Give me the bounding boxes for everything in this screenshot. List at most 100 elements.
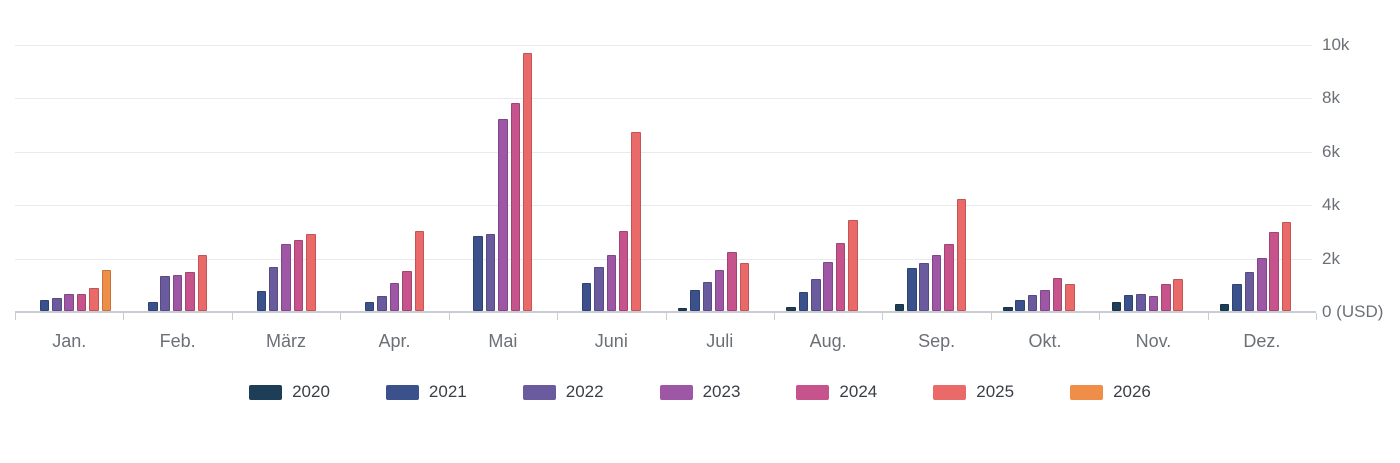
- bar-2024-okt[interactable]: [1052, 277, 1063, 311]
- month-group-okt: [991, 45, 1099, 311]
- month-group-apr: [340, 45, 448, 311]
- x-axis-label-nov: Nov.: [1135, 331, 1172, 351]
- month-group-sep: [882, 45, 990, 311]
- bar-2023-sep[interactable]: [931, 254, 942, 311]
- x-axis-tick: [665, 313, 667, 320]
- bar-2022-jan[interactable]: [52, 297, 62, 311]
- bar-slot: [1218, 45, 1230, 311]
- bar-2022-apr[interactable]: [377, 296, 387, 311]
- bar-2025-jan[interactable]: [89, 288, 99, 311]
- legend-item-2022[interactable]: 2022: [522, 382, 604, 402]
- bar-2024-aug[interactable]: [835, 242, 846, 311]
- bar-2024-apr[interactable]: [402, 270, 412, 311]
- bar-2023-juni[interactable]: [606, 254, 617, 311]
- bar-2025-feb[interactable]: [197, 254, 208, 311]
- bar-2022-märz[interactable]: [268, 266, 279, 311]
- bar-2022-aug[interactable]: [811, 278, 821, 311]
- bar-2020-aug[interactable]: [786, 307, 796, 311]
- bar-2025-sep[interactable]: [956, 198, 967, 311]
- bar-2024-dez[interactable]: [1269, 232, 1279, 311]
- legend-item-2020[interactable]: 2020: [249, 382, 330, 402]
- bar-2025-aug[interactable]: [848, 220, 858, 311]
- bar-2021-jan[interactable]: [39, 300, 50, 311]
- bar-2021-feb[interactable]: [148, 301, 158, 311]
- bar-2026-jan[interactable]: [101, 269, 112, 311]
- bar-2025-märz[interactable]: [306, 233, 316, 311]
- bar-slot: [292, 45, 304, 311]
- bar-2021-nov[interactable]: [1123, 294, 1134, 311]
- bar-2025-mai[interactable]: [522, 53, 533, 311]
- bar-2020-sep[interactable]: [894, 304, 905, 311]
- bar-slot: [38, 45, 50, 311]
- legend-item-2025[interactable]: 2025: [933, 382, 1014, 402]
- bar-2021-märz[interactable]: [256, 290, 267, 311]
- bar-slot: [1026, 45, 1038, 311]
- bar-2021-apr[interactable]: [364, 301, 375, 311]
- bar-slot: [1256, 45, 1268, 311]
- bar-2025-apr[interactable]: [414, 230, 424, 311]
- bar-2023-feb[interactable]: [172, 274, 183, 311]
- bar-slot: [280, 45, 292, 311]
- bar-slot: [822, 45, 834, 311]
- bar-2023-nov[interactable]: [1148, 296, 1159, 311]
- bar-2024-nov[interactable]: [1161, 284, 1171, 311]
- bar-2025-juli[interactable]: [739, 262, 750, 311]
- bar-slot: [509, 45, 521, 311]
- bar-2020-okt[interactable]: [1003, 307, 1013, 311]
- bar-2024-märz[interactable]: [293, 240, 304, 311]
- bar-2023-mai[interactable]: [498, 118, 508, 311]
- legend-item-2026[interactable]: 2026: [1070, 382, 1151, 402]
- bar-2021-juni[interactable]: [581, 282, 592, 311]
- bar-2023-dez[interactable]: [1257, 257, 1267, 311]
- bar-2020-dez[interactable]: [1219, 304, 1230, 311]
- bar-2022-dez[interactable]: [1244, 272, 1255, 311]
- bar-2025-okt[interactable]: [1065, 284, 1075, 311]
- legend-item-label: 2024: [839, 382, 878, 401]
- x-axis-label-sep: Sep.: [918, 331, 956, 351]
- bar-2021-sep[interactable]: [907, 268, 917, 311]
- x-axis-tick: [882, 313, 884, 320]
- bar-slot: [1243, 45, 1255, 311]
- bar-2021-mai[interactable]: [473, 236, 483, 311]
- bar-2023-apr[interactable]: [389, 282, 400, 311]
- bar-2025-juni[interactable]: [631, 132, 641, 311]
- bar-2022-okt[interactable]: [1027, 294, 1038, 311]
- bar-2021-okt[interactable]: [1015, 300, 1025, 311]
- bar-2024-juli[interactable]: [727, 252, 737, 311]
- legend-item-2023[interactable]: 2023: [659, 382, 740, 402]
- bar-2023-märz[interactable]: [281, 244, 291, 311]
- bar-2023-aug[interactable]: [823, 261, 833, 311]
- bar-slot: [1172, 45, 1184, 311]
- bar-2024-juni[interactable]: [618, 230, 629, 311]
- bar-2022-juni[interactable]: [594, 266, 604, 311]
- bar-2023-jan[interactable]: [64, 293, 74, 311]
- bar-2025-dez[interactable]: [1281, 221, 1292, 311]
- bar-slot: [847, 45, 859, 311]
- bar-2025-nov[interactable]: [1173, 278, 1183, 311]
- bar-slot: [460, 45, 472, 311]
- legend-item-2024[interactable]: 2024: [796, 382, 877, 402]
- legend: 2020 2021 2022 2023 2024 2025 2026: [0, 382, 1400, 402]
- legend-swatch-icon: [249, 384, 283, 400]
- bar-2023-juli[interactable]: [714, 269, 725, 311]
- bar-2022-nov[interactable]: [1136, 293, 1146, 311]
- bar-2022-juli[interactable]: [702, 281, 713, 311]
- bar-2024-feb[interactable]: [185, 272, 195, 311]
- bar-slot: [714, 45, 726, 311]
- bar-2021-dez[interactable]: [1232, 284, 1242, 311]
- bar-2022-sep[interactable]: [919, 262, 929, 311]
- bar-2022-mai[interactable]: [485, 233, 496, 311]
- bar-slot: [568, 45, 580, 311]
- gridline: [15, 151, 1312, 153]
- bar-2021-aug[interactable]: [798, 292, 809, 311]
- bar-2024-sep[interactable]: [944, 244, 954, 311]
- bar-2021-juli[interactable]: [690, 289, 700, 311]
- bar-2024-mai[interactable]: [510, 102, 521, 311]
- legend-item-2021[interactable]: 2021: [385, 382, 467, 402]
- bar-2020-nov[interactable]: [1111, 301, 1121, 311]
- bar-2020-juli[interactable]: [677, 308, 688, 311]
- bar-2022-feb[interactable]: [160, 276, 170, 311]
- bar-2023-okt[interactable]: [1040, 289, 1050, 311]
- x-axis-label-jan: Jan.: [52, 331, 87, 351]
- bar-2024-jan[interactable]: [76, 293, 87, 311]
